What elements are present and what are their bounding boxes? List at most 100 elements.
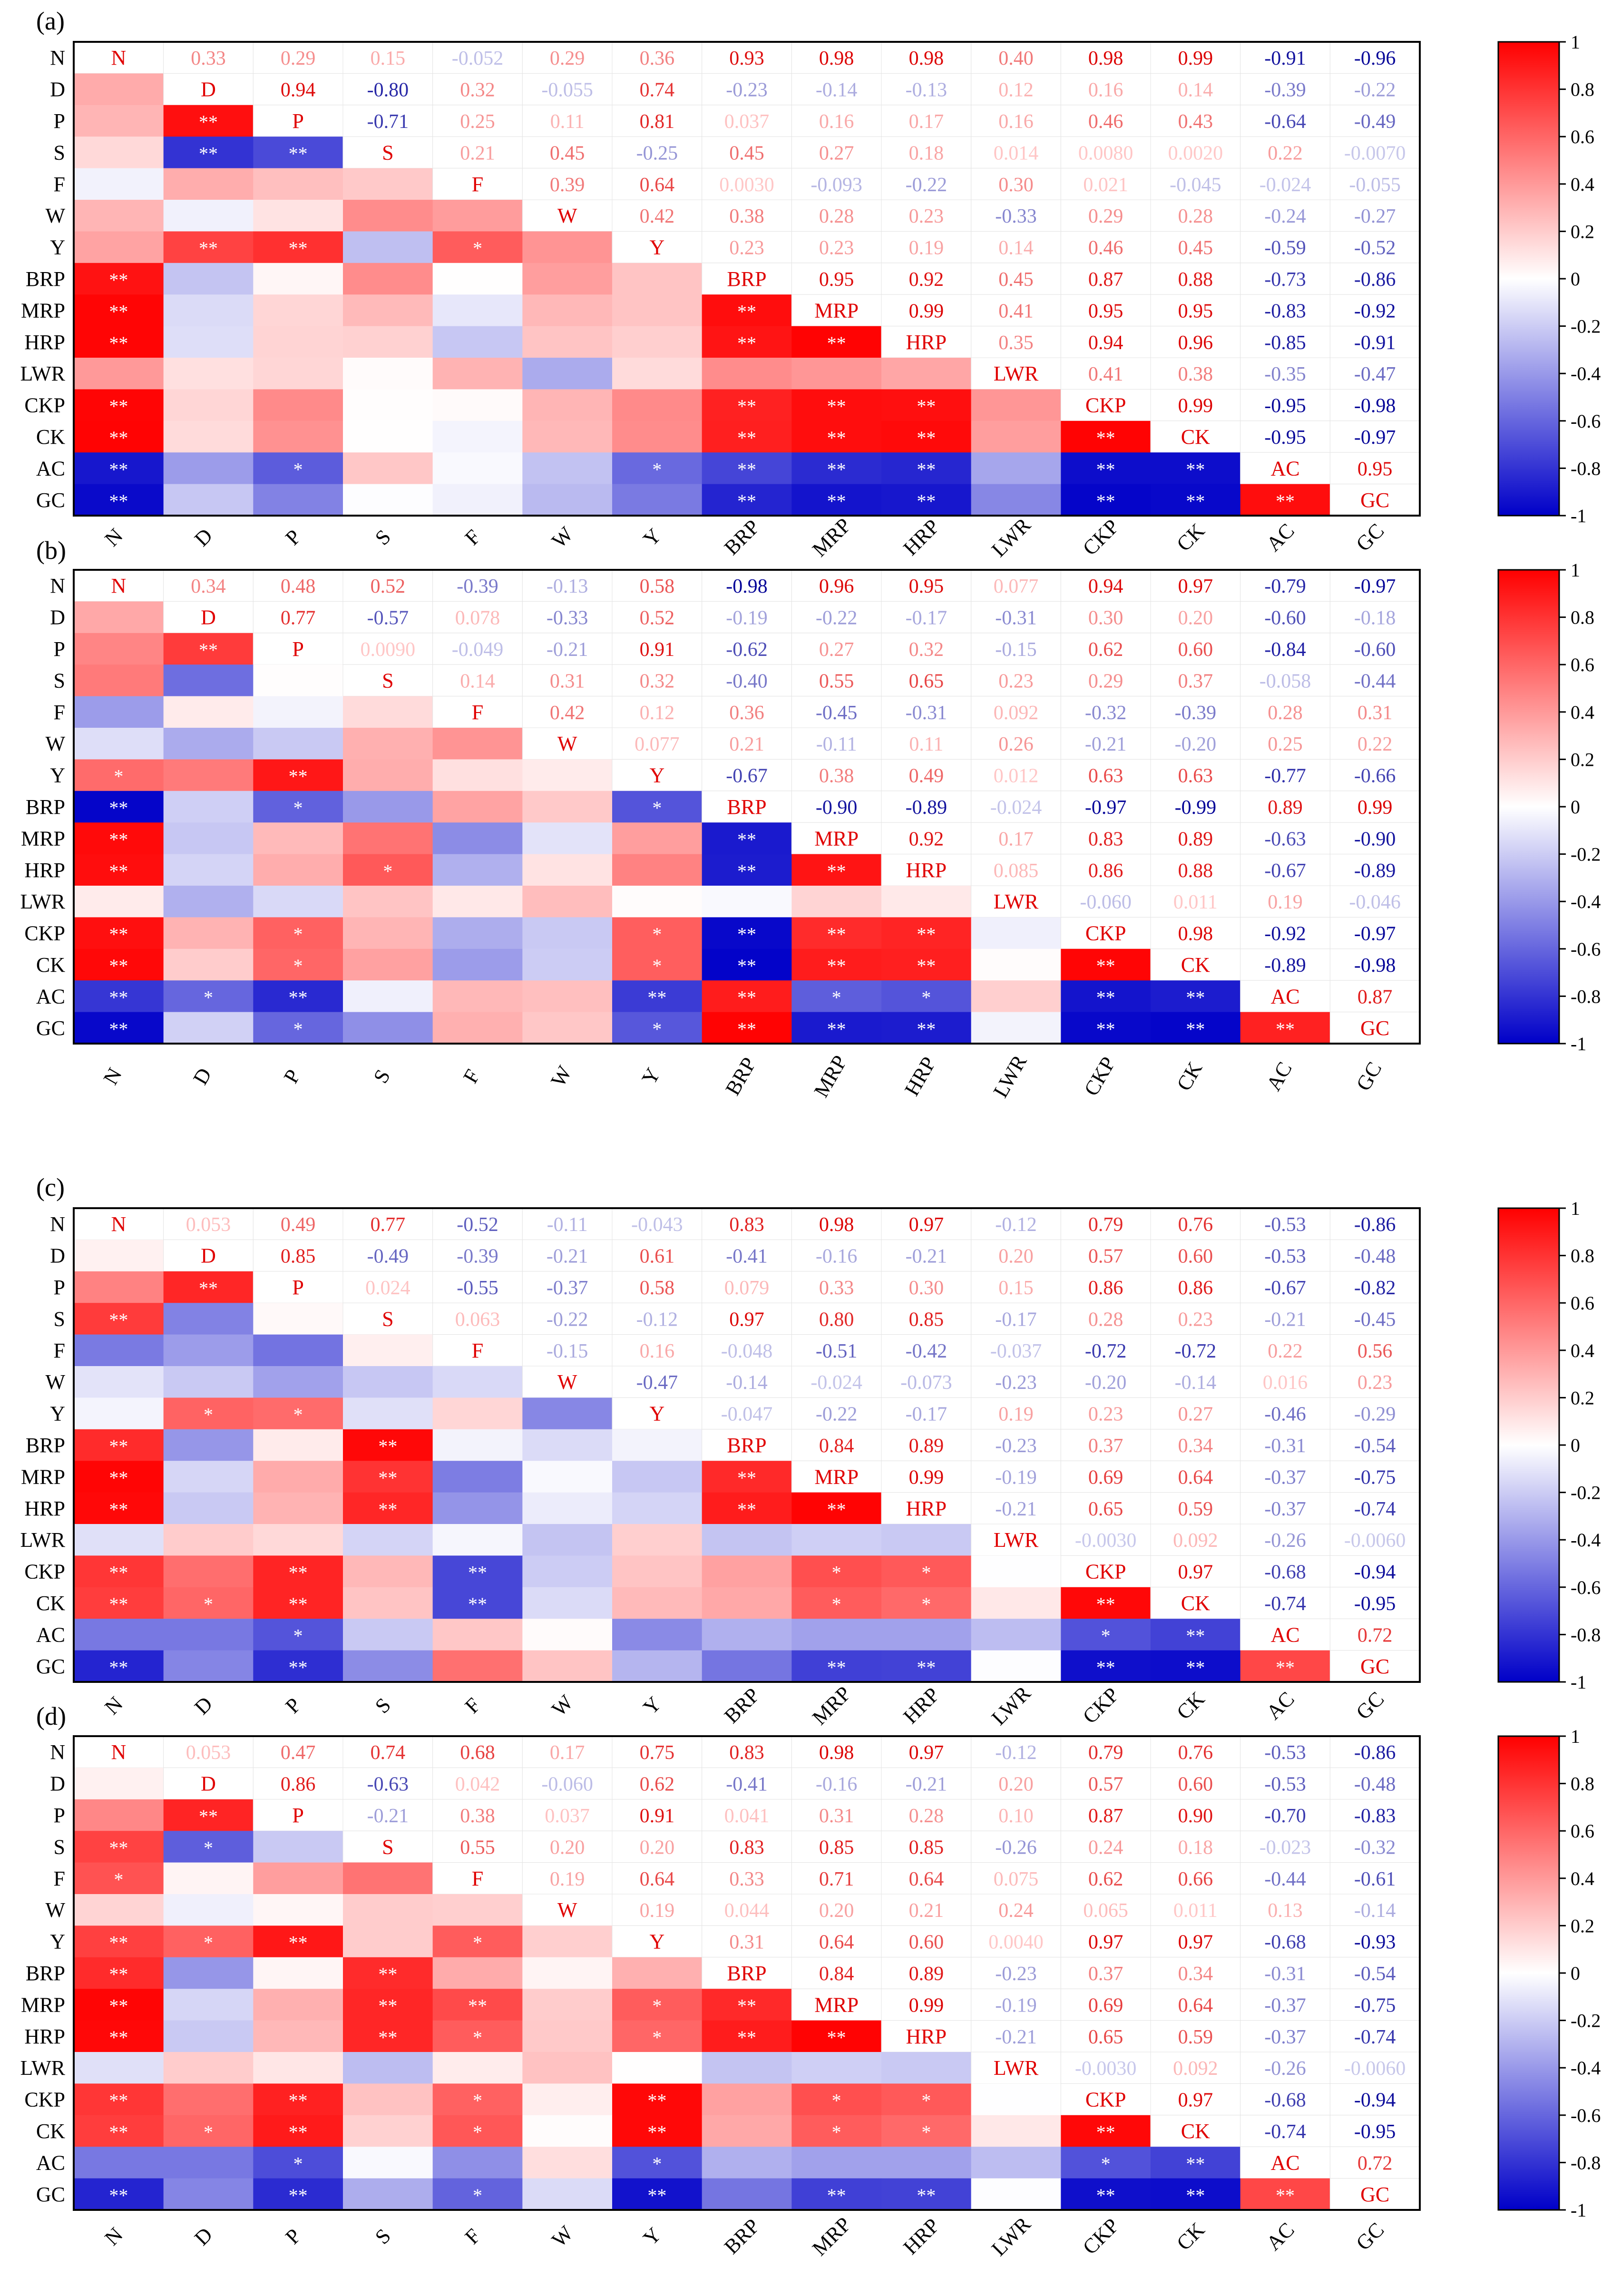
heat-cell <box>881 917 972 949</box>
diagonal-label: HRP <box>906 2025 947 2048</box>
heat-cell <box>253 1989 343 2021</box>
colorbar: 10.80.60.40.20-0.2-0.4-0.6-0.8-1 <box>1497 1726 1601 2221</box>
blank-cell <box>432 1208 523 1240</box>
column-label: GC <box>1351 519 1388 556</box>
heat-cell <box>432 420 523 453</box>
blank-cell <box>702 1799 792 1831</box>
correlation-value: -0.20 <box>1085 1372 1127 1394</box>
heat-cell <box>74 73 164 106</box>
correlation-value: -0.33 <box>995 205 1037 227</box>
correlation-value: -0.23 <box>726 79 768 101</box>
heat-cell <box>432 948 523 981</box>
blank-cell <box>702 1208 792 1240</box>
correlation-value: 0.042 <box>455 1774 500 1796</box>
column-label: P <box>281 1693 305 1718</box>
correlation-value: 0.33 <box>191 48 226 69</box>
heat-cell <box>253 917 343 949</box>
colorbar-gradient <box>1497 569 1560 1045</box>
correlation-value: 0.016 <box>1263 1372 1308 1394</box>
correlation-value: 0.17 <box>909 111 944 133</box>
heat-cell <box>74 420 164 453</box>
row-label: LWR <box>20 362 66 385</box>
diagonal-label: F <box>472 701 483 724</box>
row-label: P <box>54 109 65 133</box>
blank-cell <box>971 199 1061 232</box>
diagonal-label: GC <box>1360 1016 1389 1040</box>
heat-cell <box>343 1524 433 1556</box>
column-label: F <box>460 2224 485 2249</box>
heat-cell <box>702 1555 792 1588</box>
correlation-value: 0.49 <box>281 1214 316 1236</box>
heat-cell <box>74 791 164 823</box>
heat-cell <box>343 886 433 918</box>
colorbar-tick-label: 0.2 <box>1571 1915 1594 1936</box>
heat-cell <box>163 1619 254 1651</box>
blank-cell <box>1240 1492 1330 1524</box>
blank-cell <box>1240 696 1330 728</box>
heat-cell <box>881 1587 972 1619</box>
significance-star: ** <box>1096 955 1115 977</box>
correlation-value: 0.98 <box>909 48 944 69</box>
blank-cell <box>1060 1894 1151 1926</box>
correlation-value: -0.75 <box>1354 1466 1396 1488</box>
heat-cell <box>343 1429 433 1461</box>
significance-star: ** <box>1276 1018 1295 1040</box>
row-label: BRP <box>26 267 65 291</box>
colorbar: 10.80.60.40.20-0.2-0.4-0.6-0.8-1 <box>1497 1198 1601 1693</box>
heat-cell <box>74 200 164 232</box>
diagonal-label: LWR <box>994 2056 1039 2080</box>
significance-star: ** <box>109 987 128 1008</box>
blank-cell <box>342 1271 433 1303</box>
correlation-value: 0.85 <box>909 1309 944 1330</box>
heat-cell <box>163 1862 254 1895</box>
blank-cell <box>1329 791 1420 823</box>
correlation-value: 0.31 <box>550 670 585 692</box>
correlation-value: 0.41 <box>1088 363 1123 385</box>
heat-cell <box>522 759 613 791</box>
row-label: W <box>45 204 65 227</box>
significance-star: ** <box>109 1964 128 1985</box>
heat-cell <box>612 1989 703 2021</box>
correlation-value: 0.60 <box>1178 639 1213 661</box>
correlation-value: 0.28 <box>819 205 854 227</box>
colorbar-tick-label: 0.4 <box>1571 702 1594 723</box>
heat-cell <box>432 1492 523 1524</box>
blank-cell <box>1150 326 1241 358</box>
correlation-value: -0.95 <box>1264 427 1306 449</box>
correlation-value: -0.41 <box>726 1246 768 1268</box>
blank-cell <box>1150 822 1241 855</box>
correlation-value: 0.87 <box>1088 269 1123 291</box>
row-label: CKP <box>24 1560 65 1583</box>
correlation-value: 0.14 <box>1178 79 1213 101</box>
correlation-value: -0.97 <box>1354 427 1396 449</box>
blank-cell <box>1060 727 1151 760</box>
blank-cell <box>1150 357 1241 390</box>
correlation-value: 0.011 <box>1173 891 1218 913</box>
blank-cell <box>1240 326 1330 358</box>
blank-cell <box>1150 791 1241 823</box>
significance-star: ** <box>827 332 846 354</box>
heat-cell <box>163 1334 254 1367</box>
correlation-value: 0.69 <box>1088 1466 1123 1488</box>
correlation-value: 0.0080 <box>1078 142 1133 164</box>
heat-cell <box>1151 2178 1241 2210</box>
row-label: GC <box>36 2183 65 2206</box>
diagonal-label: MRP <box>814 299 859 322</box>
blank-cell <box>1240 357 1330 390</box>
significance-star: ** <box>109 396 128 417</box>
correlation-value: 0.037 <box>724 111 770 133</box>
heat-cell <box>343 1989 433 2021</box>
correlation-value: 0.83 <box>729 1742 764 1764</box>
column-label: CK <box>1172 1058 1207 1095</box>
blank-cell <box>612 1799 703 1831</box>
blank-cell <box>791 791 882 823</box>
heat-cell <box>971 484 1061 516</box>
correlation-value: -0.86 <box>1354 269 1396 291</box>
heat-cell <box>432 2147 523 2179</box>
blank-cell <box>1150 1957 1241 1989</box>
panel-tag: (b) <box>36 536 66 565</box>
blank-cell <box>1329 263 1420 295</box>
blank-cell <box>612 569 703 602</box>
heat-cell <box>432 791 523 823</box>
heat-cell <box>522 1492 613 1524</box>
